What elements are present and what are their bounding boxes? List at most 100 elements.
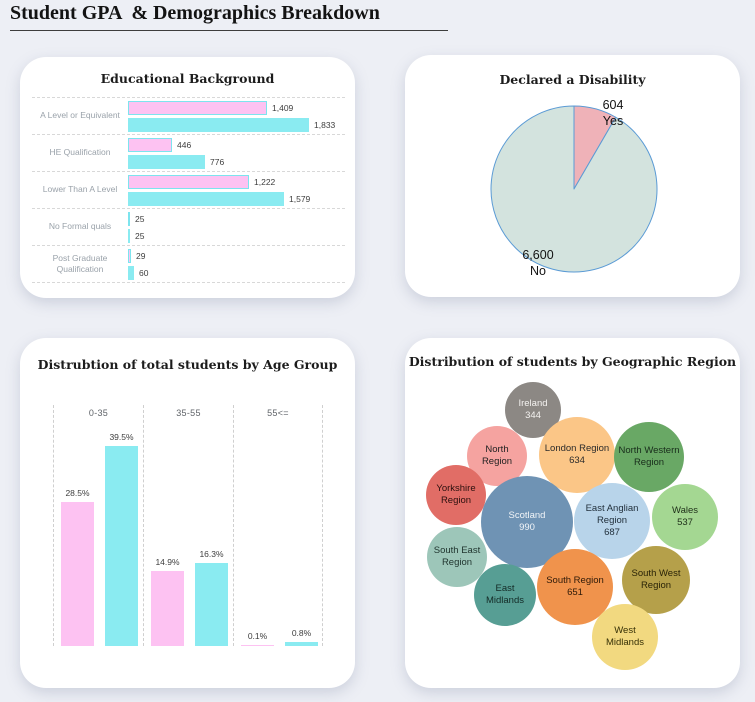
bar-value-label: 25 (135, 213, 145, 224)
chart-title-educational-background: Educational Background (100, 71, 275, 86)
bar-cyan-series[interactable] (128, 154, 205, 169)
bar-value-label: 60 (139, 267, 149, 278)
educational-background-chart: A Level or Equivalent 1,409 1,833 HE Qualif… (32, 97, 345, 283)
bubble-south-region[interactable]: South Region 651 (537, 549, 613, 625)
bubble-label: East Midlands (485, 583, 525, 606)
bar-cyan-series[interactable] (285, 642, 318, 646)
bar-line: 25 (128, 228, 345, 243)
edu-category-row: Post Graduate Qualification 29 60 (32, 245, 345, 283)
geographic-region-bubble-chart: Ireland 344 North Region London Region 634 No… (405, 338, 740, 688)
bubble-label: South West Region (631, 568, 681, 591)
bar-value-label: 1,579 (289, 193, 311, 204)
bar-pink-series[interactable] (128, 211, 130, 226)
bar-line: 25 (128, 211, 345, 226)
bar-cyan-series[interactable] (105, 446, 138, 646)
age-panel-header: 55<= (267, 408, 289, 418)
category-label: HE Qualification (49, 147, 111, 158)
bubble-value: 344 (525, 410, 541, 421)
bar-value-label: 1,409 (272, 102, 294, 113)
bubble-south-west-region[interactable]: South West Region (622, 546, 690, 614)
bar-pink-series[interactable] (128, 248, 131, 263)
age-panel-35-55: 35-55 14.9% 16.3% (143, 405, 233, 646)
bubble-value: 634 (569, 455, 585, 466)
age-group-chart: 0-35 28.5% 39.5% 35-55 14.9% 16.3% 55<= 0.1% 0.8… (53, 405, 323, 646)
chart-title-geographic-region: Distribution of students by Geographic R… (408, 354, 737, 369)
bar-line: 1,579 (128, 191, 345, 206)
bar-value-label: 776 (210, 156, 225, 167)
bar-value-label: 28.5% (65, 488, 90, 498)
bubble-value: 537 (677, 517, 693, 528)
bar-value-label: 1,833 (314, 119, 336, 130)
bubble-label: South Region (546, 575, 604, 587)
bubble-label: North Western Region (618, 445, 680, 468)
pie-label-no: 6,600 No (511, 247, 565, 280)
bar-line: 29 (128, 248, 345, 263)
pie-category-no: No (530, 264, 546, 279)
bubble-london-region[interactable]: London Region 634 (539, 417, 615, 493)
pie-slice-no[interactable] (490, 105, 658, 273)
bubble-value: 990 (519, 522, 535, 533)
card-educational-background: Educational Background A Level or Equiva… (20, 57, 355, 298)
category-bars: 25 25 (128, 211, 345, 243)
age-panel-header: 0-35 (88, 408, 109, 418)
age-panel-0-35: 0-35 28.5% 39.5% (53, 405, 143, 646)
page-title: Student GPA & Demographics Breakdown (10, 2, 448, 31)
category-label: A Level or Equivalent (40, 110, 120, 121)
bar-value-label: 14.9% (155, 557, 180, 567)
bubble-west-midlands[interactable]: West Midlands (592, 604, 658, 670)
bar-cyan-series[interactable] (195, 563, 228, 646)
bubble-label: North Region (481, 444, 513, 467)
chart-title-age-group: Distrubtion of total students by Age Gro… (37, 357, 338, 372)
bar-pink-series[interactable] (61, 502, 94, 646)
age-panel-55<=: 55<= 0.1% 0.8% (233, 405, 323, 646)
bubble-north-western-region[interactable]: North Western Region (614, 422, 684, 492)
bubble-east-midlands[interactable]: East Midlands (474, 564, 536, 626)
bubble-label: Yorkshire Region (436, 483, 476, 506)
bubble-yorkshire-region[interactable]: Yorkshire Region (426, 465, 486, 525)
bar-pink-series[interactable] (128, 174, 249, 189)
bubble-label: West Midlands (605, 625, 645, 648)
card-declared-disability: Declared a Disability 604 Yes 6,600 No (405, 55, 740, 297)
bar-cyan-series[interactable] (128, 265, 134, 280)
category-bars: 1,409 1,833 (128, 100, 345, 132)
bubble-label: London Region (544, 443, 610, 455)
bar-line: 446 (128, 137, 345, 152)
card-age-group: Distrubtion of total students by Age Gro… (20, 338, 355, 688)
bubble-label: Wales (671, 505, 699, 517)
bubble-south-east-region[interactable]: South East Region (427, 527, 487, 587)
bubble-value: 651 (567, 587, 583, 598)
bar-cyan-series[interactable] (128, 191, 284, 206)
bar-value-label: 29 (136, 250, 146, 261)
bubble-wales[interactable]: Wales 537 (652, 484, 718, 550)
bubble-label: East Anglian Region (585, 503, 639, 527)
category-label: Lower Than A Level (42, 184, 118, 195)
card-geographic-region: Distribution of students by Geographic R… (405, 338, 740, 688)
bubble-label: South East Region (433, 545, 481, 568)
bar-pink-series[interactable] (128, 100, 267, 115)
bar-value-label: 39.5% (109, 432, 134, 442)
bar-value-label: 0.8% (291, 628, 312, 638)
bar-pink-series[interactable] (128, 137, 172, 152)
pie-value-no: 6,600 (522, 248, 554, 262)
bar-line: 60 (128, 265, 345, 280)
category-bars: 1,222 1,579 (128, 174, 345, 206)
edu-category-row: HE Qualification 446 776 (32, 134, 345, 171)
bar-line: 1,833 (128, 117, 345, 132)
edu-category-row: A Level or Equivalent 1,409 1,833 (32, 97, 345, 134)
bubble-label: Scotland (508, 510, 546, 522)
pie-category-yes: Yes (602, 114, 624, 129)
category-label: No Formal quals (48, 221, 112, 232)
category-bars: 446 776 (128, 137, 345, 169)
bar-cyan-series[interactable] (128, 228, 130, 243)
bar-value-label: 446 (177, 139, 192, 150)
age-panel-header: 35-55 (176, 408, 201, 418)
bar-cyan-series[interactable] (128, 117, 309, 132)
bar-line: 1,409 (128, 100, 345, 115)
bar-line: 1,222 (128, 174, 345, 189)
bar-pink-series[interactable] (151, 571, 184, 646)
category-bars: 29 60 (128, 248, 345, 280)
bubble-east-anglian-region[interactable]: East Anglian Region 687 (574, 483, 650, 559)
edu-category-row: Lower Than A Level 1,222 1,579 (32, 171, 345, 208)
bar-pink-series[interactable] (241, 645, 274, 646)
